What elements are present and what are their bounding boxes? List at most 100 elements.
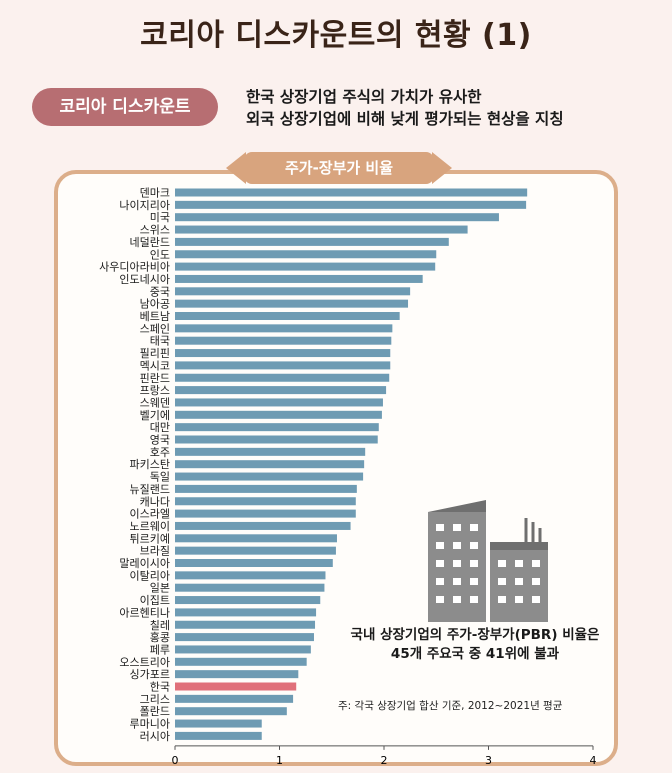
x-tick-label-1: 1 bbox=[276, 754, 283, 767]
page-title: 코리아 디스카운트의 현황 (1) bbox=[140, 18, 532, 53]
label-네덜란드: 네덜란드 bbox=[130, 236, 170, 249]
bar-러시아 bbox=[175, 731, 262, 740]
bar-캐나다 bbox=[175, 497, 356, 506]
bar-페루 bbox=[175, 645, 311, 654]
bar-일본 bbox=[175, 583, 325, 592]
label-남아공: 남아공 bbox=[140, 298, 170, 311]
bar-이집트 bbox=[175, 596, 321, 605]
pbr-note-line-2: 45개 주요국 중 41위에 불과 bbox=[390, 646, 560, 662]
pbr-note-line-1: 국내 상장기업의 주가-장부가(PBR) 비율은 bbox=[350, 627, 600, 643]
bar-루마니아 bbox=[175, 719, 262, 728]
bar-group bbox=[175, 188, 528, 740]
label-베트남: 베트남 bbox=[140, 310, 170, 323]
window-16 bbox=[515, 560, 523, 567]
bar-말레이시아 bbox=[175, 559, 333, 567]
x-axis: 0 1 2 3 4 bbox=[172, 745, 597, 767]
window-5 bbox=[470, 542, 478, 549]
tab-decoration-left bbox=[226, 152, 246, 184]
category-labels: 덴마크나이지리아미국스위스네덜란드인도사우디아라비아인도네시아중국남아공베트남스… bbox=[99, 187, 170, 743]
label-칠레: 칠레 bbox=[150, 619, 170, 632]
label-오스트리아: 오스트리아 bbox=[119, 656, 170, 669]
bar-멕시코 bbox=[175, 361, 391, 370]
window-3 bbox=[436, 542, 444, 549]
x-tick-label-3: 3 bbox=[485, 754, 492, 767]
bar-인도네시아 bbox=[175, 274, 423, 283]
label-홍콩: 홍콩 bbox=[150, 630, 170, 644]
buildings-illustration bbox=[428, 500, 548, 622]
label-폴란드: 폴란드 bbox=[140, 705, 170, 718]
chart-title-tab: 주가-장부가 비율 bbox=[244, 152, 434, 184]
bar-튀르키예 bbox=[175, 534, 337, 543]
label-중국: 중국 bbox=[150, 285, 170, 298]
bar-한국 bbox=[175, 682, 297, 691]
window-23 bbox=[532, 596, 540, 603]
label-인도: 인도 bbox=[150, 248, 170, 261]
definition-line-2: 외국 상장기업에 비해 낮게 평가되는 현상을 지칭 bbox=[246, 110, 564, 128]
korea-discount-label: 코리아 디스카운트 bbox=[32, 88, 218, 126]
bar-파키스탄 bbox=[175, 460, 365, 469]
bar-스위스 bbox=[175, 225, 468, 234]
label-호주: 호주 bbox=[150, 446, 170, 459]
bar-중국 bbox=[175, 287, 411, 296]
x-tick-label-4: 4 bbox=[590, 754, 597, 767]
bar-스페인 bbox=[175, 324, 393, 333]
label-이스라엘: 이스라엘 bbox=[130, 508, 170, 521]
window-6 bbox=[436, 560, 444, 567]
label-벨기에: 벨기에 bbox=[140, 409, 170, 422]
label-루마니아: 루마니아 bbox=[130, 718, 170, 731]
label-브라질: 브라질 bbox=[140, 545, 170, 558]
building-right-top bbox=[490, 542, 548, 550]
window-18 bbox=[498, 578, 506, 585]
building-left-roof bbox=[428, 500, 486, 512]
bar-싱가포르 bbox=[175, 670, 299, 679]
bar-영국 bbox=[175, 435, 378, 444]
label-캐나다: 캐나다 bbox=[140, 495, 170, 508]
label-노르웨이: 노르웨이 bbox=[130, 520, 170, 533]
bar-대만 bbox=[175, 423, 379, 432]
building-windows bbox=[436, 524, 540, 603]
window-10 bbox=[453, 578, 461, 585]
label-멕시코: 멕시코 bbox=[140, 359, 170, 372]
bar-이스라엘 bbox=[175, 509, 356, 518]
label-일본: 일본 bbox=[150, 581, 170, 595]
window-20 bbox=[532, 578, 540, 585]
label-한국: 한국 bbox=[150, 681, 170, 694]
window-1 bbox=[453, 524, 461, 531]
window-4 bbox=[453, 542, 461, 549]
bar-프랑스 bbox=[175, 386, 387, 395]
bar-스웨덴 bbox=[175, 398, 383, 407]
bar-아르헨티나 bbox=[175, 608, 317, 617]
window-12 bbox=[436, 596, 444, 603]
source-note: 주: 각국 상장기업 합산 기준, 2012~2021년 평균 bbox=[338, 700, 563, 712]
label-말레이시아: 말레이시아 bbox=[119, 557, 170, 570]
definition-text: 한국 상장기업 주식의 가치가 유사한 외국 상장기업에 비해 낮게 평가되는 … bbox=[246, 86, 666, 130]
label-아르헨티나: 아르헨티나 bbox=[119, 606, 170, 619]
bar-오스트리아 bbox=[175, 657, 307, 666]
window-0 bbox=[436, 524, 444, 531]
label-러시아: 러시아 bbox=[140, 730, 170, 743]
label-뉴질랜드: 뉴질랜드 bbox=[130, 483, 170, 496]
bar-네덜란드 bbox=[175, 237, 449, 246]
label-이집트: 이집트 bbox=[140, 594, 170, 607]
bar-벨기에 bbox=[175, 410, 382, 419]
bar-이탈리아 bbox=[175, 571, 326, 580]
bar-인도 bbox=[175, 250, 437, 259]
window-15 bbox=[498, 560, 506, 567]
bar-남아공 bbox=[175, 299, 409, 308]
bar-미국 bbox=[175, 213, 499, 222]
label-독일: 독일 bbox=[150, 470, 170, 484]
bar-홍콩 bbox=[175, 633, 314, 642]
window-9 bbox=[436, 578, 444, 585]
bar-핀란드 bbox=[175, 373, 390, 382]
label-인도네시아: 인도네시아 bbox=[119, 273, 170, 286]
label-그리스: 그리스 bbox=[140, 693, 170, 706]
window-17 bbox=[532, 560, 540, 567]
x-tick-label-2: 2 bbox=[381, 754, 388, 767]
label-나이지리아: 나이지리아 bbox=[119, 199, 170, 212]
label-사우디아라비아: 사우디아라비아 bbox=[99, 261, 170, 274]
tab-decoration-right bbox=[432, 152, 452, 184]
window-2 bbox=[470, 524, 478, 531]
window-8 bbox=[470, 560, 478, 567]
window-13 bbox=[453, 596, 461, 603]
label-덴마크: 덴마크 bbox=[140, 187, 170, 200]
